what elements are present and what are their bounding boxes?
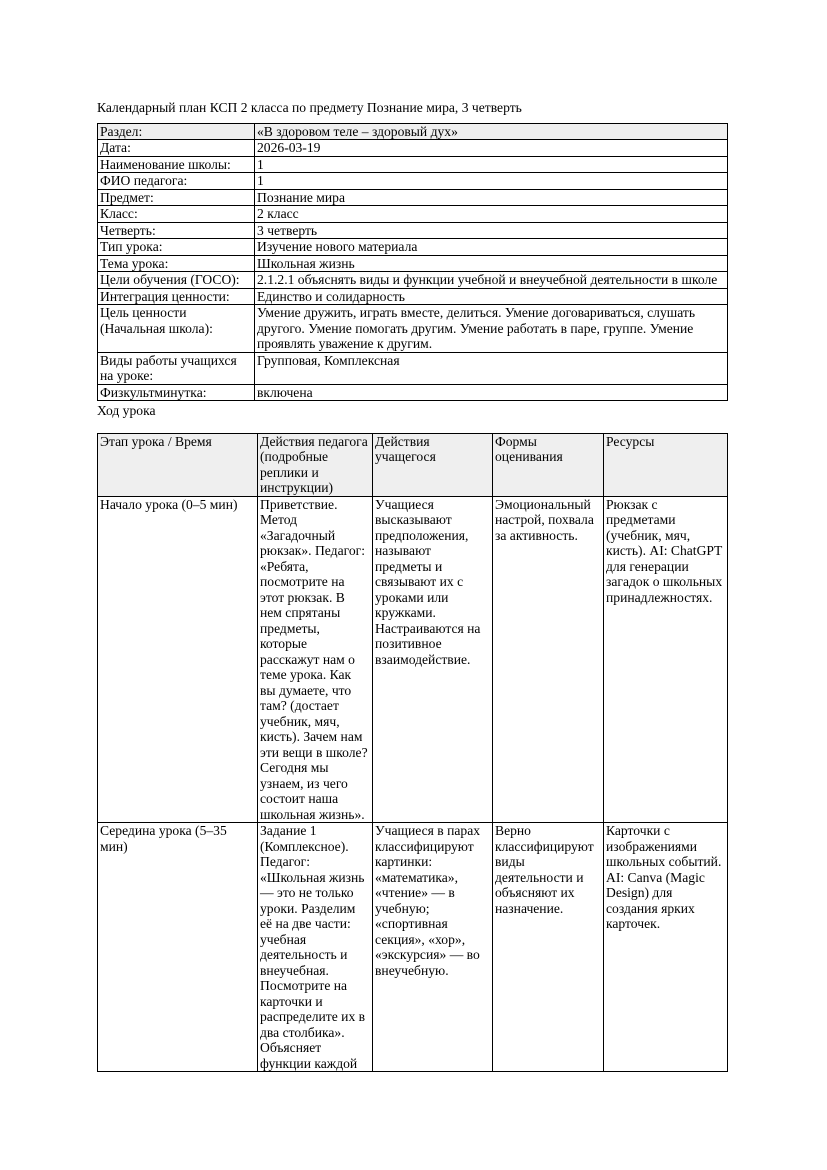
info-row-value: Групповая, Комплексная (254, 351, 728, 385)
info-row: Раздел: «В здоровом теле – здоровый дух» (97, 122, 728, 140)
info-row-value: «В здоровом теле – здоровый дух» (254, 122, 728, 140)
info-row-label: ФИО педагога: (97, 172, 255, 190)
info-row-label: Тип урока: (97, 238, 255, 256)
lesson-cell-student: Учащиеся высказывают предположения, назы… (372, 495, 493, 823)
info-row-value: Познание мира (254, 188, 728, 206)
lesson-table: Этап урока / Время Действия педагога (под… (97, 432, 728, 1072)
lesson-column-header: Действия учащегося (372, 432, 493, 497)
info-row-label: Класс: (97, 205, 255, 223)
lesson-header-row: Этап урока / Время Действия педагога (под… (97, 432, 728, 497)
info-row: Класс: 2 класс (97, 205, 728, 223)
lesson-cell-stage: Начало урока (0–5 мин) (97, 495, 258, 823)
info-row-value: Изучение нового материала (254, 238, 728, 256)
info-row-label: Цели обучения (ГОСО): (97, 271, 255, 289)
info-row: Четверть: 3 четверть (97, 221, 728, 239)
info-row: Тип урока: Изучение нового материала (97, 238, 728, 256)
info-row-label: Интеграция ценности: (97, 287, 255, 305)
lesson-column-header: Этап урока / Время (97, 432, 258, 497)
info-row: Предмет: Познание мира (97, 188, 728, 206)
info-row-value: 1 (254, 172, 728, 190)
lesson-cell-assessment: Верно классифицируют виды деятельности и… (492, 822, 604, 1072)
page-title: Календарный план КСП 2 класса по предмет… (97, 100, 522, 115)
info-row: Тема урока: Школьная жизнь (97, 254, 728, 272)
info-row: Цель ценности (Начальная школа): Умение д… (97, 304, 728, 353)
lesson-cell-student: Учащиеся в парах классифицируют картинки… (372, 822, 493, 1072)
info-row-value: включена (254, 383, 728, 401)
info-row: ФИО педагога: 1 (97, 172, 728, 190)
info-row-value: 2 класс (254, 205, 728, 223)
section-heading: Ход урока (97, 403, 156, 418)
info-row-label: Физкультминутка: (97, 383, 255, 401)
info-row: Цели обучения (ГОСО): 2.1.2.1 объяснять в… (97, 271, 728, 289)
info-row-value: 2.1.2.1 объяснять виды и функции учебной… (254, 271, 728, 289)
lesson-column-header: Формы оценивания (492, 432, 604, 497)
info-row-label: Предмет: (97, 188, 255, 206)
info-row-label: Наименование школы: (97, 155, 255, 173)
lesson-column-header: Ресурсы (603, 432, 728, 497)
info-row-label: Тема урока: (97, 254, 255, 272)
lesson-cell-teacher: Приветствие. Метод «Загадочный рюкзак». … (257, 495, 373, 823)
lesson-cell-teacher: Задание 1 (Комплексное). Педагог: «Школь… (257, 822, 373, 1072)
info-row: Наименование школы: 1 (97, 155, 728, 173)
info-row-value: 3 четверть (254, 221, 728, 239)
info-row-value: Школьная жизнь (254, 254, 728, 272)
info-row-value: Умение дружить, играть вместе, делиться.… (254, 304, 728, 353)
info-row-label: Виды работы учащихся на уроке: (97, 351, 255, 385)
info-row-label: Цель ценности (Начальная школа): (97, 304, 255, 353)
info-table: Раздел: «В здоровом теле – здоровый дух» Д… (97, 122, 728, 402)
info-row-label: Четверть: (97, 221, 255, 239)
info-row-value: Единство и солидарность (254, 287, 728, 305)
info-row: Виды работы учащихся на уроке: Групповая,… (97, 351, 728, 385)
info-row-label: Раздел: (97, 122, 255, 140)
lesson-cell-stage: Середина урока (5–35 мин) (97, 822, 258, 1072)
lesson-row: Середина урока (5–35 мин) Задание 1 (Комп… (97, 822, 728, 1072)
lesson-row: Начало урока (0–5 мин) Приветствие. Метод… (97, 495, 728, 823)
info-table-body: Раздел: «В здоровом теле – здоровый дух» Д… (97, 122, 728, 401)
lesson-cell-resources: Рюкзак с предметами (учебник, мяч, кисть… (603, 495, 728, 823)
lesson-column-header: Действия педагога (подробные реплики и и… (257, 432, 373, 497)
lesson-table-body: Начало урока (0–5 мин) Приветствие. Метод… (97, 495, 728, 1072)
info-row-value: 2026-03-19 (254, 139, 728, 157)
info-row-label: Дата: (97, 139, 255, 157)
info-row-value: 1 (254, 155, 728, 173)
lesson-cell-assessment: Эмоциональный настрой, похвала за активн… (492, 495, 604, 823)
info-row: Физкультминутка: включена (97, 383, 728, 401)
info-row: Интеграция ценности: Единство и солидарно… (97, 287, 728, 305)
info-row: Дата: 2026-03-19 (97, 139, 728, 157)
lesson-cell-resources: Карточки с изображениями школьных событи… (603, 822, 728, 1072)
